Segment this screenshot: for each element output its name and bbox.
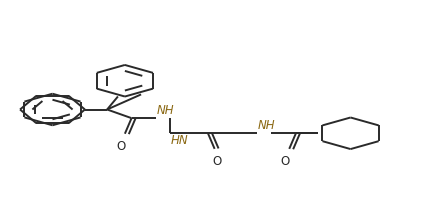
Text: NH: NH — [258, 119, 275, 132]
Text: HN: HN — [171, 134, 189, 147]
Text: O: O — [280, 155, 289, 168]
Text: O: O — [212, 155, 221, 168]
Text: O: O — [117, 140, 126, 153]
Text: NH: NH — [157, 104, 174, 117]
